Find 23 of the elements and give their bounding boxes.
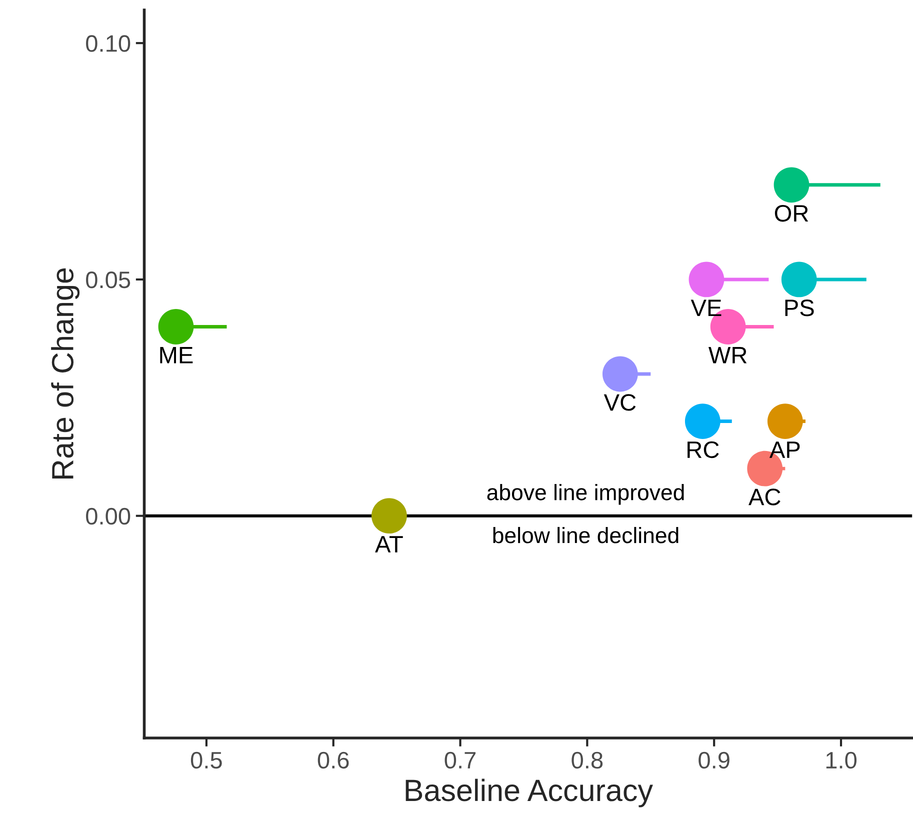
x-axis-title: Baseline Accuracy [406, 778, 653, 808]
series-label: WR [708, 347, 747, 364]
series-label: AT [375, 536, 403, 552]
x-tick-label: 0.8 [572, 752, 603, 769]
series-label: OR [774, 204, 808, 222]
x-tick-label: 1.0 [826, 752, 857, 769]
series-label: AC [748, 488, 780, 506]
y-tick-label: 0.00 [86, 508, 130, 525]
series-label: VE [690, 300, 722, 316]
y-tick-label: 0.10 [86, 35, 130, 52]
y-tick-label: 0.05 [86, 272, 130, 288]
series-label: VC [604, 394, 636, 411]
annotation: below line declined [493, 526, 678, 544]
x-tick-label: 0.7 [444, 752, 476, 769]
series-label: AP [769, 442, 800, 458]
series-label: RC [688, 441, 719, 458]
y-axis-title: Rate of Change [51, 268, 80, 479]
x-tick-label: 0.5 [190, 752, 222, 769]
annotation: above line improved [487, 484, 684, 505]
series-label: PS [785, 300, 814, 316]
x-tick-label: 0.6 [318, 752, 349, 769]
x-tick-label: 0.9 [698, 752, 730, 769]
series-label: ME [160, 347, 193, 364]
